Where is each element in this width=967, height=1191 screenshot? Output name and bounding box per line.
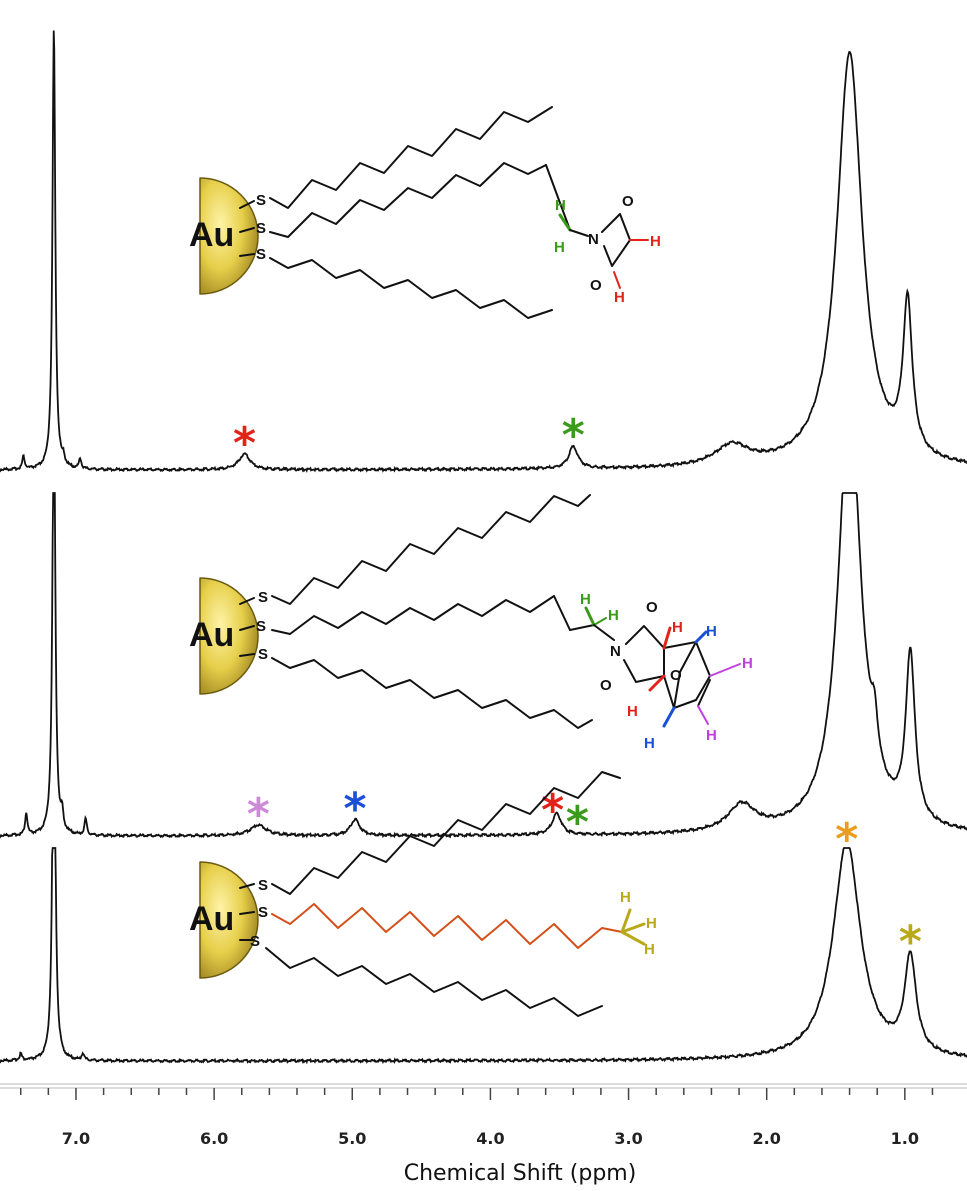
sulfur-label: S bbox=[258, 904, 268, 921]
oxygen-label: O bbox=[590, 277, 602, 294]
oxygen-label: O bbox=[622, 193, 634, 210]
hydrogen-label: H bbox=[608, 607, 619, 624]
x-tick-label: 3.0 bbox=[614, 1129, 642, 1148]
sulfur-label: S bbox=[258, 589, 268, 606]
x-tick-label: 4.0 bbox=[476, 1129, 504, 1148]
x-tick-label: 1.0 bbox=[891, 1129, 919, 1148]
structure-furan-adduct: Au S S S H H N O O O H H H H H H bbox=[189, 494, 753, 752]
spectrum-line-top bbox=[0, 30, 967, 473]
x-axis-title: Chemical Shift (ppm) bbox=[404, 1161, 637, 1186]
oxygen-label: O bbox=[670, 667, 682, 684]
spectra-traces bbox=[0, 30, 967, 1065]
x-tick-label: 2.0 bbox=[753, 1129, 781, 1148]
gold-label: Au bbox=[189, 900, 234, 938]
x-tick-label: 7.0 bbox=[62, 1129, 90, 1148]
peak-marker-red: * bbox=[541, 785, 564, 836]
oxygen-label: O bbox=[600, 677, 612, 694]
alkyl-chain bbox=[271, 595, 571, 635]
alkyl-chain bbox=[271, 657, 593, 729]
x-axis: 7.0 6.0 5.0 4.0 3.0 2.0 1.0 Chemical Shift (pp… bbox=[0, 1083, 967, 1186]
peak-marker-green: * bbox=[566, 797, 589, 848]
sulfur-label: S bbox=[256, 220, 266, 237]
hydrogen-label: H bbox=[620, 889, 631, 906]
gold-nanoparticle bbox=[199, 577, 259, 695]
gold-nanoparticle bbox=[199, 861, 259, 979]
x-tick-label: 6.0 bbox=[200, 1129, 228, 1148]
hydrogen-label: H bbox=[706, 623, 717, 640]
alkyl-chain-highlight bbox=[271, 903, 623, 949]
hydrogen-label: H bbox=[742, 655, 753, 672]
alkyl-chain bbox=[271, 771, 621, 895]
peak-markers: * ** * * * ** bbox=[233, 410, 922, 967]
sulfur-label: S bbox=[258, 877, 268, 894]
hydrogen-label: H bbox=[706, 727, 717, 744]
hydrogen-label: H bbox=[627, 703, 638, 720]
peak-marker-blue: * bbox=[344, 783, 367, 834]
hydrogen-label: H bbox=[555, 197, 566, 214]
spectrum-line-bottom bbox=[0, 847, 967, 1065]
nitrogen-label: N bbox=[610, 643, 621, 660]
hydrogen-label: H bbox=[646, 915, 657, 932]
sulfur-label: S bbox=[256, 192, 266, 209]
x-ticks: 7.0 6.0 5.0 4.0 3.0 2.0 1.0 bbox=[19, 1088, 934, 1148]
peak-marker-orange: * bbox=[835, 814, 858, 865]
nitrogen-label: N bbox=[588, 231, 599, 248]
sulfur-label: S bbox=[256, 618, 266, 635]
hydrogen-label: H bbox=[580, 591, 591, 608]
structure-alkyl: Au S S S H H H bbox=[189, 771, 657, 1017]
sulfur-label: S bbox=[258, 646, 268, 663]
alkyl-chain bbox=[265, 947, 603, 1017]
hydrogen-label: H bbox=[554, 239, 565, 256]
alkyl-chain bbox=[269, 106, 553, 209]
alkyl-chain bbox=[271, 494, 591, 605]
hydrogen-label: H bbox=[644, 941, 655, 958]
hydrogen-label: H bbox=[614, 289, 625, 306]
oxygen-label: O bbox=[646, 599, 658, 616]
peak-marker-green: * bbox=[562, 410, 585, 461]
peak-marker-pink: * bbox=[247, 789, 270, 840]
gold-label: Au bbox=[189, 216, 234, 254]
sulfur-label: S bbox=[256, 246, 266, 263]
alkyl-chain bbox=[269, 257, 553, 319]
gold-label: Au bbox=[189, 616, 234, 654]
sulfur-label: S bbox=[250, 933, 260, 950]
alkyl-chain bbox=[269, 162, 547, 238]
x-tick-label: 5.0 bbox=[338, 1129, 366, 1148]
hydrogen-label: H bbox=[672, 619, 683, 636]
peak-marker-red: * bbox=[233, 418, 256, 469]
hydrogen-label: H bbox=[650, 233, 661, 250]
spectrum-line-middle bbox=[0, 492, 967, 839]
structure-maleimide: Au S S S H H N O O H H bbox=[189, 106, 661, 319]
hydrogen-label: H bbox=[644, 735, 655, 752]
peak-marker-olive: * bbox=[899, 916, 922, 967]
